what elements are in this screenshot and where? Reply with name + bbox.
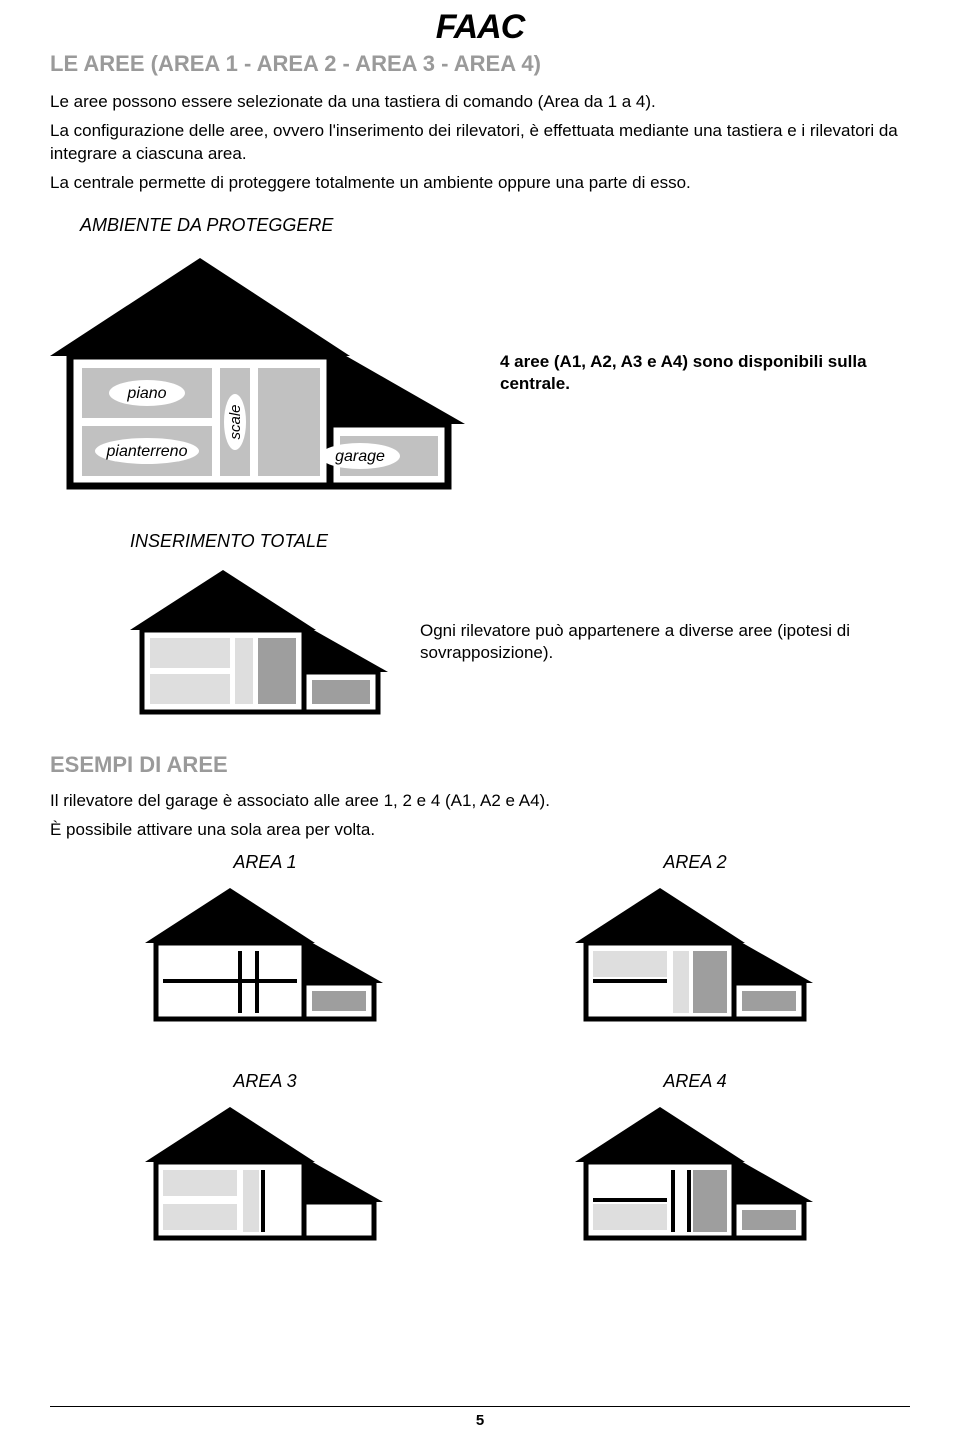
area4-label: AREA 4: [575, 1071, 815, 1092]
area2-label: AREA 2: [575, 852, 815, 873]
area2-item: AREA 2: [575, 852, 815, 1031]
label-pianterreno: pianterreno: [106, 443, 188, 460]
ambiente-caption: AMBIENTE DA PROTEGGERE: [80, 215, 910, 236]
ambiente-row: piano pianterreno scale garage 4 aree (A…: [50, 246, 910, 501]
label-piano: piano: [126, 385, 166, 402]
area1-label: AREA 1: [145, 852, 385, 873]
row2-text: Ogni rilevatore può appartenere a divers…: [420, 620, 910, 664]
area3-label: AREA 3: [145, 1071, 385, 1092]
inserimento-row: Ogni rilevatore può appartenere a divers…: [50, 562, 910, 722]
label-garage: garage: [335, 448, 385, 465]
brand-logo: FAAC: [50, 8, 910, 47]
inserimento-caption: INSERIMENTO TOTALE: [130, 531, 910, 552]
house-diagram-total: [130, 562, 390, 722]
area3-item: AREA 3: [145, 1071, 385, 1250]
esempi-p2: È possibile attivare una sola area per v…: [50, 819, 910, 842]
row1-text: 4 aree (A1, A2, A3 e A4) sono disponibil…: [500, 351, 910, 395]
page-number: 5: [0, 1412, 960, 1429]
label-scale: scale: [227, 404, 244, 439]
paragraph-2: La configurazione delle aree, ovvero l'i…: [50, 120, 910, 166]
esempi-heading: ESEMPI DI AREE: [50, 752, 910, 778]
paragraph-3: La centrale permette di proteggere total…: [50, 172, 910, 195]
footer-line: [50, 1406, 910, 1407]
paragraph-1: Le aree possono essere selezionate da un…: [50, 91, 910, 114]
area1-item: AREA 1: [145, 852, 385, 1031]
house-diagram-labeled: piano pianterreno scale garage: [50, 246, 470, 501]
area4-item: AREA 4: [575, 1071, 815, 1250]
page-title: LE AREE (AREA 1 - AREA 2 - AREA 3 - AREA…: [50, 51, 910, 77]
esempi-p1: Il rilevatore del garage è associato all…: [50, 790, 910, 813]
area-examples: AREA 1 AREA 2: [50, 852, 910, 1250]
